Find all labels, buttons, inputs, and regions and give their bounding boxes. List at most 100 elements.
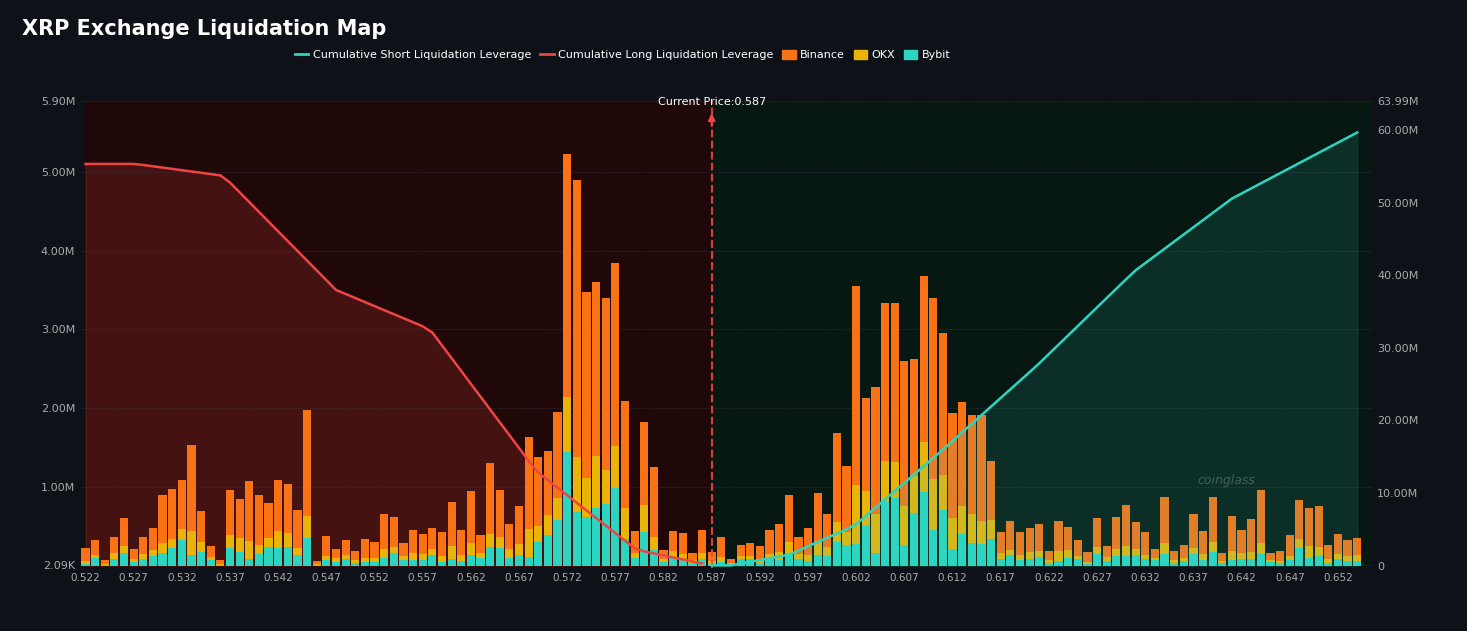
Bar (747, 555, 754, 558)
Bar (612, 263, 619, 446)
Bar (996, 533, 1005, 553)
Bar (1295, 548, 1304, 565)
Bar (255, 495, 263, 545)
Bar (332, 562, 340, 565)
Bar (958, 402, 967, 506)
Bar (371, 562, 378, 565)
Bar (1103, 561, 1111, 565)
Bar (477, 558, 484, 565)
Bar (804, 529, 813, 555)
Bar (977, 415, 986, 521)
Bar (255, 545, 263, 554)
Bar (582, 478, 591, 517)
Bar (81, 560, 89, 564)
Bar (1306, 509, 1313, 546)
Bar (342, 558, 349, 565)
Bar (572, 512, 581, 565)
Bar (1122, 505, 1130, 546)
Bar (534, 542, 543, 565)
Bar (129, 559, 138, 562)
Bar (920, 492, 927, 565)
Bar (351, 551, 359, 560)
Bar (958, 534, 967, 565)
Bar (968, 514, 976, 543)
Bar (563, 452, 571, 565)
Bar (120, 518, 128, 546)
Bar (660, 558, 667, 562)
Bar (169, 489, 176, 539)
Bar (621, 401, 629, 508)
Bar (496, 490, 503, 537)
Bar (1064, 528, 1072, 550)
Bar (621, 539, 629, 565)
Bar (477, 553, 484, 558)
Bar (1344, 561, 1351, 565)
Bar (178, 480, 186, 529)
Bar (1093, 548, 1102, 554)
Bar (1353, 555, 1361, 560)
Bar (1325, 563, 1332, 565)
Bar (775, 560, 783, 565)
Bar (698, 529, 706, 553)
Bar (1171, 560, 1178, 563)
Bar (486, 547, 494, 565)
Bar (1017, 560, 1024, 565)
Bar (1006, 550, 1015, 555)
Bar (804, 561, 813, 565)
Bar (409, 560, 417, 565)
Bar (361, 562, 370, 565)
Bar (1325, 545, 1332, 559)
Bar (756, 563, 764, 565)
Bar (304, 538, 311, 565)
Bar (515, 544, 524, 555)
Bar (399, 543, 408, 555)
Bar (1171, 551, 1178, 560)
Bar (688, 563, 697, 565)
Bar (207, 546, 214, 557)
Bar (814, 555, 822, 565)
Bar (264, 503, 273, 538)
Bar (264, 538, 273, 548)
Bar (679, 554, 687, 560)
Bar (1045, 551, 1053, 560)
Bar (660, 562, 667, 565)
Bar (226, 490, 235, 536)
Bar (688, 553, 697, 560)
Bar (736, 559, 745, 565)
Bar (226, 536, 235, 548)
Bar (169, 548, 176, 565)
Bar (814, 541, 822, 555)
Bar (236, 538, 244, 552)
Bar (621, 508, 629, 539)
Bar (236, 552, 244, 565)
Bar (1055, 521, 1062, 551)
Bar (399, 555, 408, 560)
Bar (794, 537, 802, 555)
Bar (1266, 560, 1275, 562)
Bar (679, 533, 687, 554)
Bar (794, 558, 802, 565)
Bar (110, 536, 119, 553)
Bar (717, 537, 726, 557)
Bar (1190, 514, 1197, 548)
Bar (216, 564, 224, 565)
Bar (110, 559, 119, 565)
Bar (707, 561, 716, 564)
Bar (794, 555, 802, 558)
Bar (351, 562, 359, 565)
Bar (342, 540, 349, 555)
Bar (371, 558, 378, 562)
Bar (418, 534, 427, 553)
Bar (409, 530, 417, 553)
Bar (1257, 490, 1265, 543)
Bar (158, 553, 167, 565)
Bar (861, 398, 870, 491)
Bar (804, 555, 813, 561)
Bar (1064, 558, 1072, 565)
Bar (949, 413, 956, 518)
Bar (1334, 558, 1342, 565)
Bar (987, 520, 995, 539)
Bar (939, 510, 948, 565)
Bar (1334, 553, 1342, 558)
Bar (1074, 559, 1081, 565)
